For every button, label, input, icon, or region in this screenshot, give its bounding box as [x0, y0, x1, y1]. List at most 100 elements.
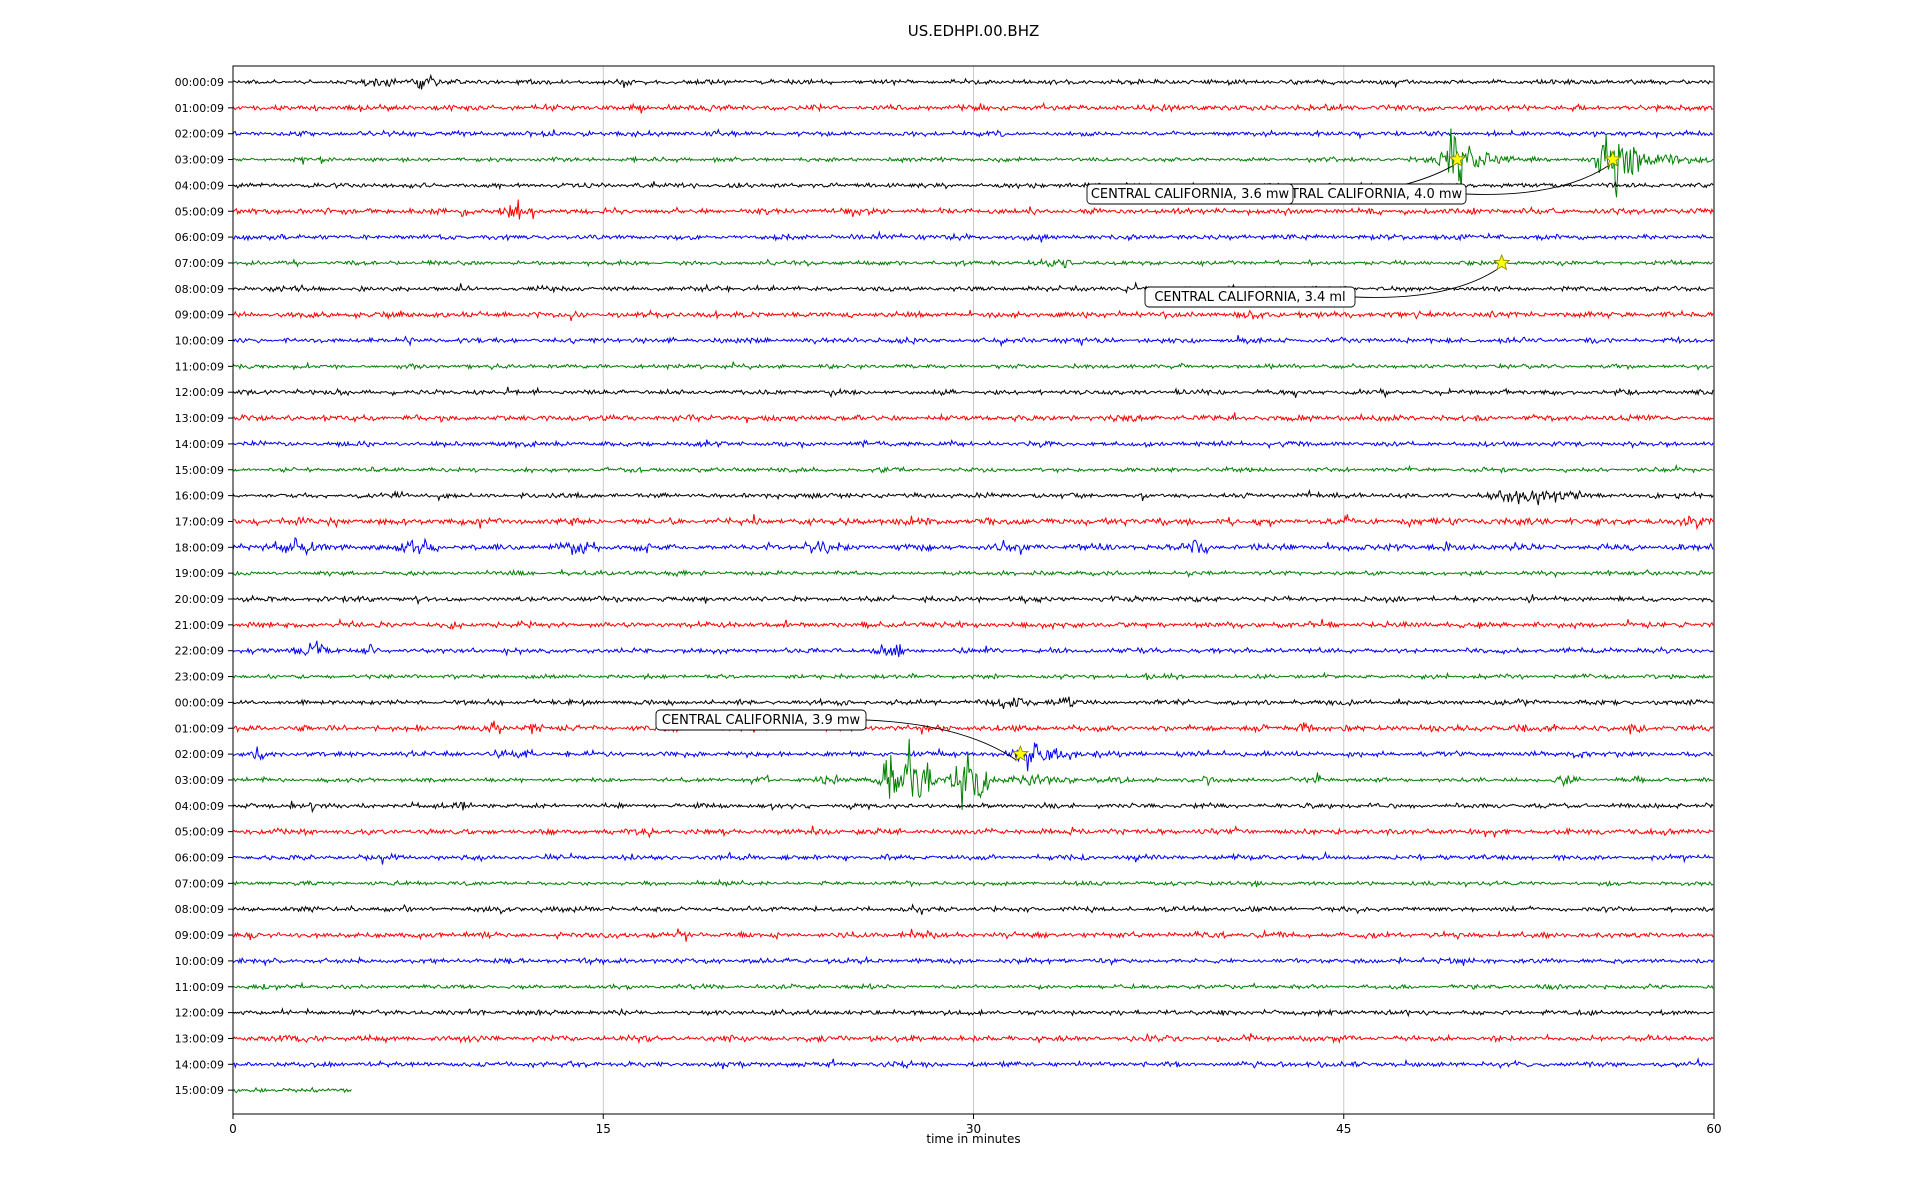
seismic-trace: [232, 738, 1714, 810]
seismic-trace: [233, 412, 1714, 424]
y-tick-label: 14:00:09: [175, 438, 224, 451]
event-label: CENTRAL CALIFORNIA, 3.4 ml: [1154, 290, 1345, 305]
y-tick-label: 10:00:09: [175, 335, 224, 348]
y-tick-label: 09:00:09: [175, 309, 224, 322]
y-tick-label: 06:00:09: [175, 231, 224, 244]
seismic-trace: [232, 463, 1714, 474]
seismic-trace: [232, 438, 1714, 450]
event-star-icon: [1493, 253, 1511, 271]
y-tick-label: 01:00:09: [175, 102, 224, 115]
seismic-trace: [232, 568, 1714, 579]
seismic-trace: [232, 1007, 1714, 1018]
event-label: CENTRAL CALIFORNIA, 3.9 mw: [662, 713, 861, 728]
y-tick-label: 17:00:09: [175, 515, 224, 528]
y-tick-label: 15:00:09: [175, 1084, 224, 1097]
event-connector: [1354, 268, 1498, 298]
y-tick-label: 11:00:09: [175, 981, 224, 994]
y-tick-label: 20:00:09: [175, 593, 224, 606]
y-tick-label: 14:00:09: [175, 1058, 224, 1071]
seismic-trace: [232, 257, 1714, 268]
seismic-trace: [232, 878, 1714, 888]
plot-border: [232, 65, 1715, 1115]
y-tick-label: 22:00:09: [175, 645, 224, 658]
y-tick-label: 07:00:09: [175, 877, 224, 890]
seismic-trace: [232, 361, 1714, 371]
event-label-box: [1086, 183, 1294, 205]
x-tick-label: 15: [596, 1122, 611, 1136]
y-tick-label: 03:00:09: [175, 154, 224, 167]
x-axis-label: time in minutes: [926, 1132, 1021, 1146]
x-tick-label: 45: [1336, 1122, 1351, 1136]
seismic-trace: [232, 128, 1714, 198]
y-tick-label: 04:00:09: [175, 800, 224, 813]
seismic-trace: [232, 128, 1714, 140]
seismic-trace: [232, 742, 1714, 772]
seismic-trace: [232, 955, 1714, 967]
seismic-trace: [232, 514, 1714, 531]
y-tick-label: 11:00:09: [175, 360, 224, 373]
seismic-trace: [232, 537, 1714, 557]
y-tick-label: 12:00:09: [175, 386, 224, 399]
seismic-trace: [232, 386, 1714, 399]
seismic-trace: [232, 1057, 1714, 1070]
event-star-icon: [1011, 744, 1030, 762]
y-tick-label: 08:00:09: [175, 283, 224, 296]
y-tick-label: 09:00:09: [175, 929, 224, 942]
y-tick-label: 13:00:09: [175, 1032, 224, 1045]
y-tick-label: 15:00:09: [175, 464, 224, 477]
y-tick-label: 12:00:09: [175, 1007, 224, 1020]
y-tick-label: 05:00:09: [175, 205, 224, 218]
x-tick-label: 0: [229, 1122, 237, 1136]
y-tick-label: 13:00:09: [175, 412, 224, 425]
seismic-trace: [232, 850, 1714, 865]
y-tick-label: 07:00:09: [175, 257, 224, 270]
seismic-trace: [232, 1032, 1714, 1045]
seismic-trace: [232, 594, 1714, 606]
event-star-icon: [1448, 150, 1466, 167]
y-tick-label: 03:00:09: [175, 774, 224, 787]
seismic-trace: [232, 800, 1714, 814]
seismic-trace: [232, 335, 1714, 348]
y-tick-label: 21:00:09: [175, 619, 224, 632]
event-connector: [865, 719, 1017, 761]
y-tick-label: 06:00:09: [175, 852, 224, 865]
event-label-box: [655, 709, 867, 731]
seismic-trace: [232, 281, 1714, 295]
y-tick-label: 18:00:09: [175, 541, 224, 554]
seismic-trace: [232, 1086, 352, 1094]
seismic-trace: [232, 671, 1714, 681]
y-tick-label: 01:00:09: [175, 722, 224, 735]
y-tick-label: 23:00:09: [175, 671, 224, 684]
event-star-icon: [1604, 150, 1622, 167]
y-tick-label: 00:00:09: [175, 696, 224, 709]
y-tick-label: 00:00:09: [175, 76, 224, 89]
y-tick-label: 02:00:09: [175, 128, 224, 141]
seismic-trace: [232, 928, 1714, 942]
chart-title: US.EDHPI.00.BHZ: [907, 22, 1040, 40]
event-label-box: [1144, 286, 1356, 308]
seismic-trace: [232, 230, 1714, 243]
event-connector: [1465, 165, 1610, 195]
y-tick-label: 05:00:09: [175, 826, 224, 839]
seismic-trace: [232, 73, 1714, 90]
seismic-trace: [232, 720, 1714, 735]
seismic-trace: [232, 618, 1714, 631]
event-label: CENTRAL CALIFORNIA, 3.6 mw: [1091, 187, 1290, 202]
y-tick-label: 08:00:09: [175, 903, 224, 916]
seismic-trace: [233, 981, 1714, 992]
seismic-trace: [232, 903, 1714, 915]
x-tick-label: 60: [1706, 1122, 1721, 1136]
seismic-trace: [232, 825, 1714, 839]
seismic-trace: [232, 180, 1714, 191]
seismic-trace: [232, 199, 1714, 220]
seismic-trace: [232, 696, 1714, 710]
y-tick-label: 16:00:09: [175, 490, 224, 503]
x-tick-label: 30: [966, 1122, 981, 1136]
y-tick-label: 02:00:09: [175, 748, 224, 761]
seismic-trace: [232, 101, 1714, 114]
seismic-trace: [232, 309, 1714, 322]
seismic-trace: [232, 488, 1714, 506]
y-tick-label: 19:00:09: [175, 567, 224, 580]
